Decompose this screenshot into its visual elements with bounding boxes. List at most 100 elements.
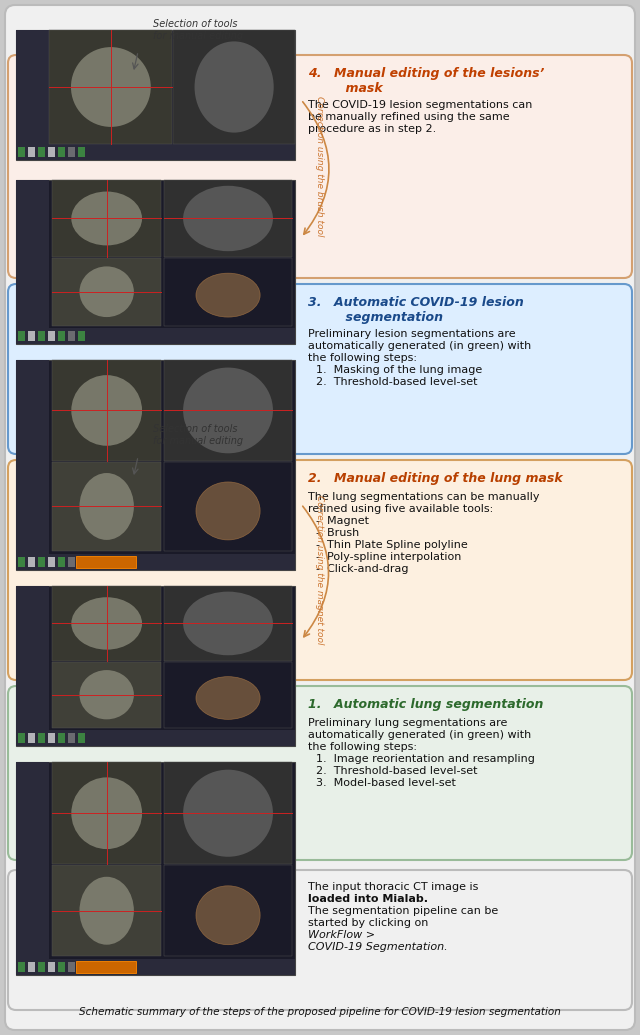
Bar bbox=[16, 730, 295, 746]
Text: Preliminary lesion segmentations are: Preliminary lesion segmentations are bbox=[308, 329, 516, 339]
Bar bbox=[16, 30, 295, 160]
Bar bbox=[76, 556, 136, 568]
Text: refined using five available tools:: refined using five available tools: bbox=[308, 504, 493, 514]
Text: The lung segmentations can be manually: The lung segmentations can be manually bbox=[308, 492, 540, 502]
Text: 3.  Model-based level-set: 3. Model-based level-set bbox=[316, 778, 456, 788]
Bar bbox=[173, 30, 295, 144]
Text: 1.  Masking of the lung image: 1. Masking of the lung image bbox=[316, 365, 483, 375]
Text: WorkFlow >: WorkFlow > bbox=[308, 930, 375, 940]
Text: The COVID-19 lesion segmentations can: The COVID-19 lesion segmentations can bbox=[308, 100, 532, 110]
Bar bbox=[16, 762, 295, 975]
Bar bbox=[52, 865, 161, 956]
FancyBboxPatch shape bbox=[8, 686, 632, 860]
Text: the following steps:: the following steps: bbox=[308, 742, 417, 752]
Ellipse shape bbox=[71, 597, 142, 650]
Bar bbox=[68, 147, 75, 157]
Ellipse shape bbox=[183, 592, 273, 655]
Bar bbox=[18, 331, 25, 341]
Bar bbox=[38, 331, 45, 341]
Bar bbox=[38, 733, 45, 743]
Bar bbox=[38, 557, 45, 567]
Text: be manually refined using the same: be manually refined using the same bbox=[308, 112, 509, 122]
Ellipse shape bbox=[71, 48, 151, 127]
Bar bbox=[38, 962, 45, 972]
Text: started by clicking on: started by clicking on bbox=[308, 918, 432, 928]
Bar bbox=[28, 331, 35, 341]
Ellipse shape bbox=[196, 886, 260, 945]
Text: procedure as in step 2.: procedure as in step 2. bbox=[308, 124, 436, 134]
Bar bbox=[16, 144, 295, 160]
Bar bbox=[164, 180, 292, 257]
Bar bbox=[78, 147, 85, 157]
Bar bbox=[58, 733, 65, 743]
Bar bbox=[16, 586, 295, 746]
Bar bbox=[28, 962, 35, 972]
Bar bbox=[48, 557, 55, 567]
Bar bbox=[58, 147, 65, 157]
Ellipse shape bbox=[196, 677, 260, 719]
FancyBboxPatch shape bbox=[8, 870, 632, 1010]
Text: Schematic summary of the steps of the proposed pipeline for COVID-19 lesion segm: Schematic summary of the steps of the pr… bbox=[79, 1007, 561, 1017]
Bar bbox=[16, 959, 295, 975]
Bar bbox=[18, 147, 25, 157]
Ellipse shape bbox=[79, 670, 134, 719]
Bar bbox=[58, 557, 65, 567]
Bar bbox=[164, 586, 292, 661]
FancyBboxPatch shape bbox=[8, 460, 632, 680]
Text: loaded into Mialab.: loaded into Mialab. bbox=[308, 894, 428, 904]
Bar bbox=[78, 557, 85, 567]
Ellipse shape bbox=[195, 41, 274, 132]
Bar bbox=[18, 557, 25, 567]
Bar bbox=[18, 962, 25, 972]
Text: 2. Manual editing of the lung mask: 2. Manual editing of the lung mask bbox=[308, 472, 563, 485]
Ellipse shape bbox=[79, 473, 134, 540]
Ellipse shape bbox=[183, 185, 273, 252]
Bar bbox=[48, 331, 55, 341]
Bar bbox=[18, 733, 25, 743]
Text: 2.  Threshold-based level-set: 2. Threshold-based level-set bbox=[316, 766, 477, 776]
Bar bbox=[48, 147, 55, 157]
Bar bbox=[78, 331, 85, 341]
Bar bbox=[68, 962, 75, 972]
Bar bbox=[164, 865, 292, 956]
Bar bbox=[164, 360, 292, 461]
Text: Correction using the magnet tool: Correction using the magnet tool bbox=[315, 496, 324, 645]
FancyBboxPatch shape bbox=[8, 284, 632, 454]
Text: Correction using the brush tool: Correction using the brush tool bbox=[315, 96, 324, 237]
Bar bbox=[16, 586, 49, 730]
Ellipse shape bbox=[196, 273, 260, 317]
Text: The input thoracic CT image is: The input thoracic CT image is bbox=[308, 882, 482, 892]
Bar bbox=[16, 554, 295, 570]
Text: -  Brush: - Brush bbox=[316, 528, 359, 538]
Text: automatically generated (in green) with: automatically generated (in green) with bbox=[308, 341, 531, 351]
Text: -  Poly-spline interpolation: - Poly-spline interpolation bbox=[316, 552, 461, 562]
Ellipse shape bbox=[79, 266, 134, 317]
Bar bbox=[48, 962, 55, 972]
FancyBboxPatch shape bbox=[8, 55, 632, 278]
Bar bbox=[52, 462, 161, 551]
Bar bbox=[164, 762, 292, 864]
Bar bbox=[28, 557, 35, 567]
Text: -  Magnet: - Magnet bbox=[316, 516, 369, 526]
Text: 1. Automatic lung segmentation: 1. Automatic lung segmentation bbox=[308, 698, 543, 711]
Text: 2.  Threshold-based level-set: 2. Threshold-based level-set bbox=[316, 377, 477, 387]
Bar bbox=[16, 328, 295, 344]
Text: the following steps:: the following steps: bbox=[308, 353, 417, 363]
Ellipse shape bbox=[71, 191, 142, 245]
Bar bbox=[16, 180, 49, 328]
Text: -  Thin Plate Spline polyline: - Thin Plate Spline polyline bbox=[316, 540, 468, 550]
Ellipse shape bbox=[71, 777, 142, 849]
Bar bbox=[52, 762, 161, 864]
Bar bbox=[76, 962, 136, 973]
Text: automatically generated (in green) with: automatically generated (in green) with bbox=[308, 730, 531, 740]
Bar bbox=[52, 586, 161, 661]
Bar bbox=[16, 180, 295, 344]
Text: The segmentation pipeline can be: The segmentation pipeline can be bbox=[308, 906, 499, 916]
Bar bbox=[48, 733, 55, 743]
Bar bbox=[164, 258, 292, 326]
FancyBboxPatch shape bbox=[5, 5, 635, 1030]
Bar bbox=[38, 147, 45, 157]
Text: -  Click-and-drag: - Click-and-drag bbox=[316, 564, 408, 574]
Ellipse shape bbox=[183, 367, 273, 453]
Text: Preliminary lung segmentations are: Preliminary lung segmentations are bbox=[308, 718, 508, 728]
